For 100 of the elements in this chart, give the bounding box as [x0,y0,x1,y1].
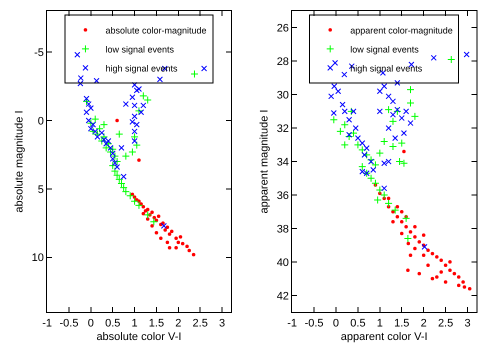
point [448,260,452,264]
point [113,171,122,180]
point [439,270,443,274]
point [361,152,368,158]
point [122,101,129,108]
point [396,204,400,208]
y-tick-label: 10 [32,252,44,264]
point [78,75,84,82]
point [390,98,396,104]
point [154,230,158,234]
point [176,240,180,244]
point [129,94,136,100]
point [132,141,141,150]
point [108,144,114,151]
x-tick-label: -1 [287,317,298,330]
point [404,225,408,229]
point [115,130,124,138]
point [452,272,456,276]
x-tick-label: 2.5 [192,317,208,330]
point [340,120,349,129]
point [190,70,198,78]
x-tick-label: 0.5 [350,317,366,330]
point [156,76,163,82]
point [331,83,338,90]
point [386,125,392,132]
point [404,234,412,243]
point [94,78,100,84]
point [392,135,398,142]
point [374,196,382,204]
point [159,236,163,240]
point [396,215,400,219]
point [144,210,152,219]
y-tick-label: -5 [34,46,44,59]
point [435,275,439,279]
point [336,127,344,136]
x-tick-label: 0 [332,317,340,330]
x-tick-label: 1.5 [148,317,164,330]
point [400,130,407,136]
x-tick-label: -0.5 [60,317,78,330]
point [422,253,426,257]
point [381,185,388,192]
point [91,115,100,124]
point [359,140,366,146]
point [174,236,178,240]
point [347,107,356,116]
y-tick-label: 34 [276,156,289,168]
point [340,140,349,149]
point [134,87,140,94]
point [402,150,406,154]
point [328,93,334,100]
y-tick-label: 26 [276,22,289,35]
point [150,210,154,214]
point [447,55,456,64]
point [386,93,392,100]
x-tick-label: 0.5 [105,317,120,330]
point [406,98,415,107]
point [418,240,422,244]
point [464,51,470,58]
point [110,156,116,162]
y-tick-label: 38 [276,223,289,236]
point [391,220,395,224]
point [160,222,167,229]
point [394,106,400,113]
point [90,122,96,128]
legend-label: low signal events [350,44,420,54]
point [174,246,178,250]
point [393,107,402,116]
point [134,106,143,115]
point [406,242,410,246]
point [391,210,395,214]
point [100,120,108,129]
x-axis-title: apparent color V-I [340,331,428,343]
point [100,132,108,141]
y-tick-label: 36 [276,190,289,202]
point [444,280,448,284]
point [178,235,182,239]
point [456,284,460,288]
point [352,125,359,132]
point [96,124,104,133]
point [332,60,338,66]
point [103,140,110,147]
point [192,252,196,256]
point [115,118,119,122]
point [166,240,170,244]
point [413,225,417,229]
point [341,72,348,78]
point [444,264,448,268]
point [83,96,90,102]
point [376,88,383,94]
x-tick-label: -0.5 [304,317,324,330]
point [335,88,342,94]
point [430,252,434,256]
point [408,230,412,234]
point [346,132,352,138]
point [345,132,354,140]
point [156,214,160,218]
point [370,166,376,173]
point [390,112,396,118]
point [110,150,116,156]
point [462,285,466,289]
